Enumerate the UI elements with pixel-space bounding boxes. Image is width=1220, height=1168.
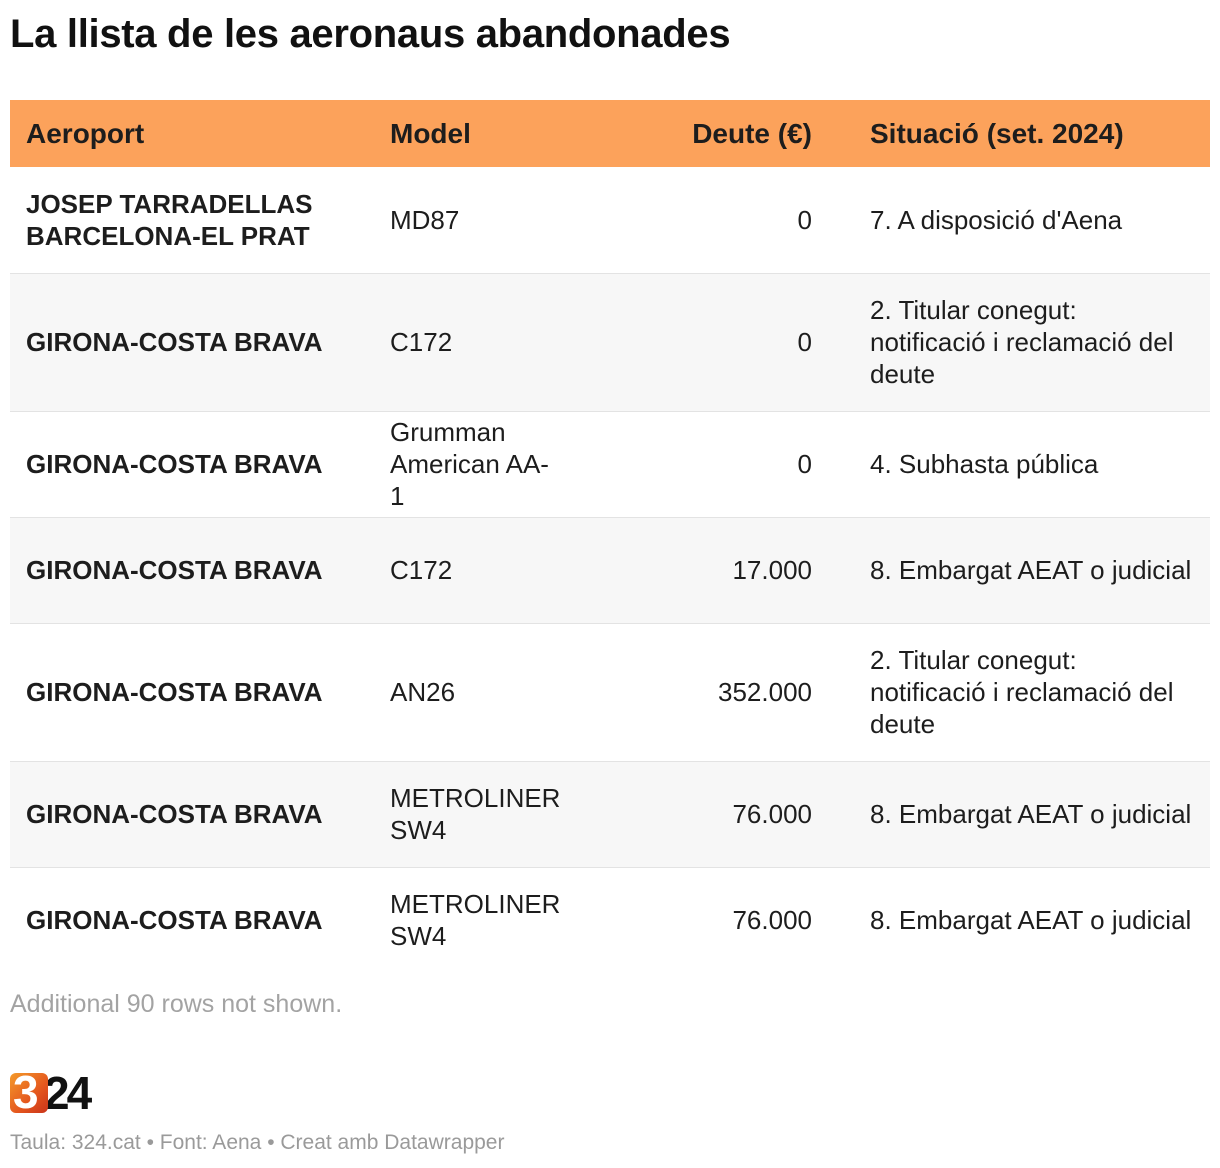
table-row: GIRONA-COSTA BRAVA Grumman American AA-1 0…: [10, 411, 1210, 518]
cell-status: 8. Embargat AEAT o judicial: [854, 517, 1210, 624]
data-table: Aeroport Model Deute (€) Situació (set. …: [10, 100, 1210, 973]
cell-airport: GIRONA-COSTA BRAVA: [10, 273, 374, 412]
cell-airport: GIRONA-COSTA BRAVA: [10, 411, 374, 518]
logo-text: 24: [44, 1067, 92, 1119]
cell-debt: 76.000: [574, 761, 854, 868]
cell-status: 2. Titular conegut: notificació i reclam…: [854, 273, 1210, 412]
cell-debt: 17.000: [574, 517, 854, 624]
cell-model: METROLINER SW4: [390, 889, 561, 952]
cell-model: METROLINER SW4: [374, 761, 574, 868]
cell-model: MD87: [374, 167, 574, 274]
cell-status: 4. Subhasta pública: [854, 411, 1210, 518]
table-row: GIRONA-COSTA BRAVA METROLINER SW4 76.000 8.…: [10, 761, 1210, 868]
cell-debt: 0: [574, 411, 854, 518]
cell-status: 8. Embargat AEAT o judicial: [854, 761, 1210, 868]
logo-324: 3 24: [10, 1067, 92, 1119]
table-row: GIRONA-COSTA BRAVA METROLINER SW4 76.000 8.…: [10, 867, 1210, 973]
cell-model: C172: [374, 273, 574, 412]
cell-debt: 0: [574, 273, 854, 412]
cell-debt: 76.000: [732, 905, 812, 936]
table-row: GIRONA-COSTA BRAVA C172 0 2. Titular conegu…: [10, 273, 1210, 412]
cell-model: Grumman American AA-1: [374, 411, 574, 518]
cell-status: 2. Titular conegut: notificació i reclam…: [854, 623, 1210, 762]
cell-airport: GIRONA-COSTA BRAVA: [26, 905, 323, 936]
chart-title: La llista de les aeronaus abandonades: [10, 12, 731, 56]
logo-mark-digit: 3: [13, 1073, 39, 1113]
column-header-status[interactable]: Situació (set. 2024): [854, 100, 1210, 167]
cell-model: AN26: [374, 623, 574, 762]
cell-airport: JOSEP TARRADELLAS BARCELONA-EL PRAT: [10, 167, 374, 274]
cell-debt: 0: [574, 167, 854, 274]
table-row: GIRONA-COSTA BRAVA C172 17.000 8. Embargat …: [10, 517, 1210, 624]
cell-debt: 352.000: [574, 623, 854, 762]
source-footer: Taula: 324.cat • Font: Aena • Creat amb …: [10, 1131, 505, 1154]
cell-airport: GIRONA-COSTA BRAVA: [10, 517, 374, 624]
column-header-model[interactable]: Model: [374, 100, 574, 167]
table-header-row: Aeroport Model Deute (€) Situació (set. …: [10, 100, 1210, 167]
cell-model: C172: [374, 517, 574, 624]
column-header-debt[interactable]: Deute (€): [574, 100, 854, 167]
table-row: GIRONA-COSTA BRAVA AN26 352.000 2. Titular …: [10, 623, 1210, 762]
cell-airport: GIRONA-COSTA BRAVA: [10, 623, 374, 762]
logo-mark-icon: 3: [10, 1073, 48, 1113]
table-body: JOSEP TARRADELLAS BARCELONA-EL PRAT MD87 0…: [10, 167, 1210, 973]
cell-status: 7. A disposició d'Aena: [854, 167, 1210, 274]
column-header-airport[interactable]: Aeroport: [10, 100, 374, 167]
rows-hidden-note: Additional 90 rows not shown.: [10, 990, 343, 1018]
table-row: JOSEP TARRADELLAS BARCELONA-EL PRAT MD87 0…: [10, 167, 1210, 274]
cell-status: 8. Embargat AEAT o judicial: [870, 905, 1192, 936]
cell-airport: GIRONA-COSTA BRAVA: [10, 761, 374, 868]
